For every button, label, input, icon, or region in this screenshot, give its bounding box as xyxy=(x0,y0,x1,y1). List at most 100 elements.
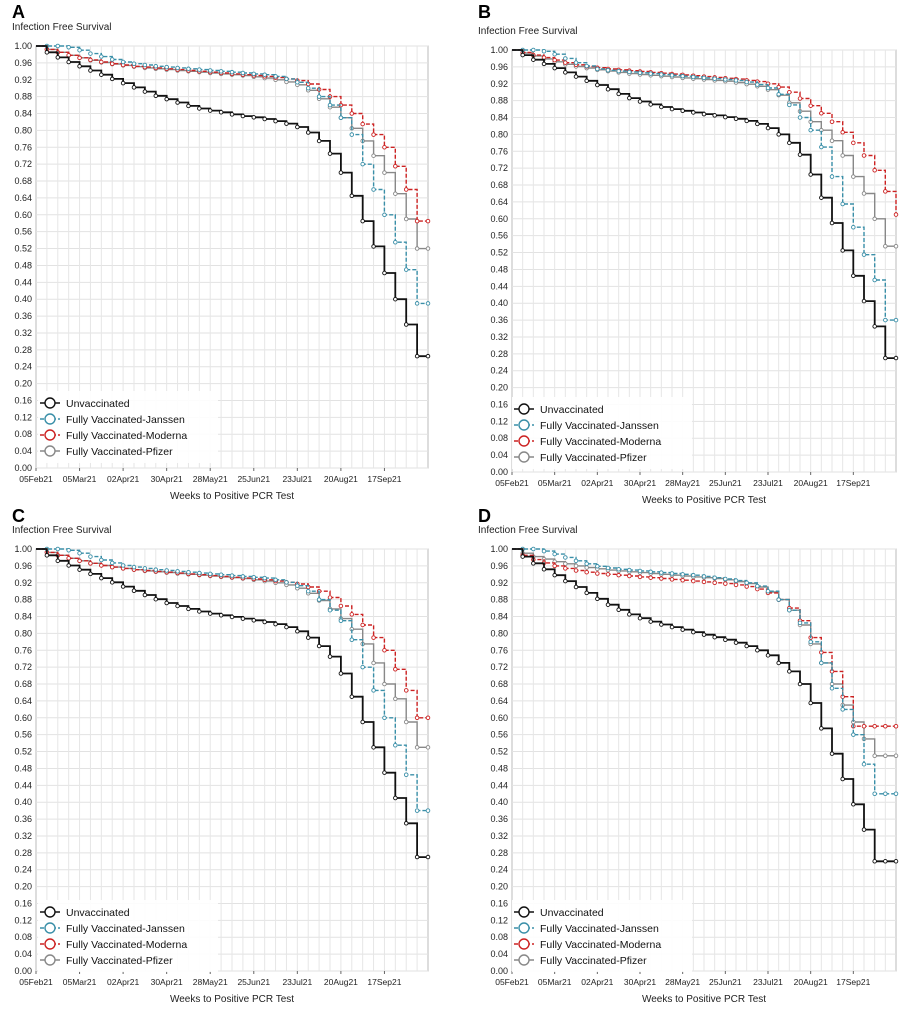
y-tick-label: 0.12 xyxy=(14,412,32,422)
y-tick-label: 0.88 xyxy=(490,96,508,106)
data-point xyxy=(808,172,813,177)
data-point xyxy=(88,554,93,559)
x-tick-label: 20Aug21 xyxy=(324,474,358,484)
data-point xyxy=(605,565,611,571)
y-tick-label: 0.76 xyxy=(490,146,508,156)
data-point xyxy=(680,108,685,114)
data-point xyxy=(797,96,803,101)
data-point xyxy=(648,619,653,624)
data-point xyxy=(787,669,792,674)
y-tick-label: 0.20 xyxy=(490,383,508,393)
y-tick-label: 0.80 xyxy=(14,125,32,135)
data-point xyxy=(861,191,867,196)
data-point xyxy=(218,613,224,618)
data-point xyxy=(305,588,311,594)
data-point xyxy=(207,68,213,73)
data-point xyxy=(595,66,600,72)
y-axis-title: Infection Free Survival xyxy=(478,525,578,536)
data-point xyxy=(627,69,632,75)
data-point xyxy=(338,671,344,676)
data-point xyxy=(563,561,568,567)
data-point xyxy=(273,621,278,627)
data-point xyxy=(541,567,547,572)
data-point xyxy=(669,73,675,78)
data-point xyxy=(680,572,685,577)
data-point xyxy=(829,751,835,756)
x-tick-label: 25Jun21 xyxy=(709,478,742,488)
data-point xyxy=(327,607,333,613)
data-point xyxy=(691,74,696,80)
data-point xyxy=(99,557,104,563)
data-point xyxy=(229,69,235,75)
data-point xyxy=(541,61,547,67)
data-point xyxy=(88,571,93,577)
legend-label: Fully Vaccinated-Pfizer xyxy=(66,446,173,458)
data-point xyxy=(414,246,420,251)
data-point xyxy=(327,102,333,108)
data-point xyxy=(616,572,621,578)
data-point xyxy=(723,637,728,642)
data-point xyxy=(142,89,148,94)
data-point xyxy=(197,570,202,576)
data-point xyxy=(382,648,387,653)
y-tick-label: 0.80 xyxy=(490,129,508,139)
y-tick-label: 0.68 xyxy=(490,679,508,689)
x-tick-label: 05Mar21 xyxy=(63,474,97,484)
y-tick-label: 0.24 xyxy=(490,366,508,376)
data-point xyxy=(637,70,643,76)
y-tick-label: 0.60 xyxy=(490,214,508,224)
data-point xyxy=(262,619,267,625)
data-point xyxy=(393,164,398,169)
x-tick-label: 17Sep21 xyxy=(367,474,401,484)
data-point xyxy=(765,85,771,91)
x-tick-label: 05Feb21 xyxy=(19,474,53,484)
data-point xyxy=(44,553,50,558)
data-point xyxy=(382,715,387,721)
data-point xyxy=(425,218,431,224)
data-point xyxy=(316,643,322,649)
data-point xyxy=(175,100,180,105)
data-point xyxy=(765,125,771,131)
data-point xyxy=(207,108,213,113)
data-point xyxy=(808,127,813,133)
y-tick-label: 0.44 xyxy=(490,780,508,790)
y-tick-label: 0.64 xyxy=(14,193,32,203)
y-tick-label: 0.44 xyxy=(14,780,32,790)
y-tick-label: 0.24 xyxy=(14,362,32,372)
data-point xyxy=(240,70,246,76)
data-point xyxy=(403,187,409,192)
y-tick-label: 0.00 xyxy=(14,463,32,473)
y-tick-label: 0.12 xyxy=(490,915,508,925)
data-point xyxy=(637,574,643,580)
data-point xyxy=(382,170,387,175)
data-point xyxy=(861,153,867,158)
x-tick-label: 23Jul21 xyxy=(753,977,783,987)
data-point xyxy=(584,569,589,575)
y-tick-label: 0.48 xyxy=(490,763,508,773)
data-point xyxy=(284,580,289,585)
data-point xyxy=(393,296,398,302)
legend-marker-icon xyxy=(44,397,56,409)
data-point xyxy=(829,686,835,691)
data-point xyxy=(840,776,845,782)
data-point xyxy=(393,239,398,245)
data-point xyxy=(819,660,824,666)
data-point xyxy=(273,577,278,583)
data-point xyxy=(776,597,781,602)
data-point xyxy=(851,802,856,807)
data-point xyxy=(153,596,159,602)
y-tick-label: 0.76 xyxy=(14,142,32,152)
data-point xyxy=(360,622,365,628)
y-tick-label: 0.20 xyxy=(490,882,508,892)
y-tick-label: 0.40 xyxy=(490,797,508,807)
y-tick-label: 0.36 xyxy=(490,315,508,325)
data-point xyxy=(393,191,398,196)
data-point xyxy=(338,618,344,623)
legend-label: Fully Vaccinated-Pfizer xyxy=(66,955,173,967)
y-tick-label: 0.08 xyxy=(14,932,32,942)
data-point xyxy=(701,632,707,637)
data-point xyxy=(712,113,717,118)
data-point xyxy=(861,723,867,729)
data-point xyxy=(573,563,579,569)
data-point xyxy=(393,696,398,702)
